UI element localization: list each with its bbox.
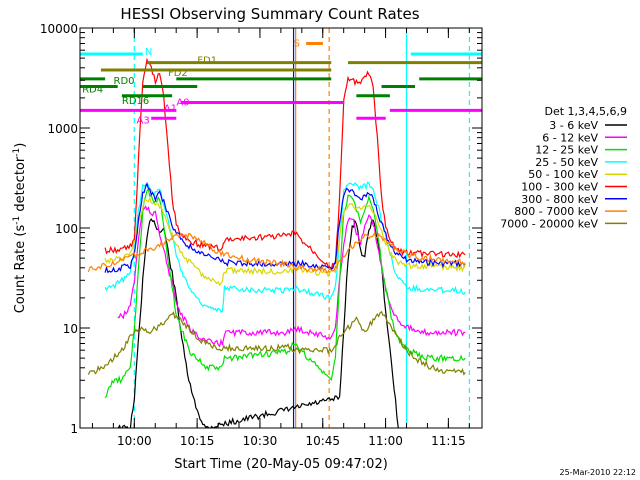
flag-label-6: RD16	[122, 96, 149, 107]
flag-label-4: RD0	[114, 76, 135, 87]
y-axis-label: Count Rate (s-1 detector-1)	[12, 143, 28, 314]
legend-label-6: 300 - 800 keV	[521, 193, 598, 206]
x-axis-label: Start Time (20-May-05 09:47:02)	[174, 457, 388, 472]
y-axis-label-mid: detector	[13, 156, 28, 216]
y-tick-label-3: 1000	[47, 122, 78, 136]
x-tick-label-0: 10:00	[117, 434, 152, 448]
footer-date: 25-Mar-2010 22:12	[560, 468, 637, 477]
flag-label-3: FD2	[168, 68, 188, 79]
legend-label-5: 100 - 300 keV	[521, 181, 598, 194]
flag-label-8: A1	[164, 103, 177, 114]
flag-label-0: N	[145, 47, 152, 58]
y-tick-label-2: 100	[55, 222, 78, 236]
x-tick-label-4: 11:00	[368, 434, 403, 448]
axis-ticks: 1 10 100 1000 10000 10:00 10:15 10:30 10:45 11:00…	[40, 22, 482, 448]
series-line-6	[104, 181, 466, 274]
y-tick-label-1: 10	[63, 322, 78, 336]
chart-title: HESSI Observing Summary Count Rates	[120, 5, 419, 23]
x-tick-label-5: 11:15	[431, 434, 466, 448]
legend-label-3: 25 - 50 keV	[535, 156, 598, 169]
legend-label-7: 800 - 7000 keV	[514, 205, 598, 218]
y-tick-label-4: 10000	[40, 22, 78, 36]
series-line-8	[87, 310, 466, 376]
plot-clip-group	[80, 28, 482, 428]
legend-label-8: 7000 - 20000 keV	[500, 217, 598, 230]
series-line-4	[104, 196, 466, 287]
y-axis-label-end: )	[13, 143, 28, 148]
x-tick-label-3: 10:45	[305, 434, 340, 448]
legend-title: Det 1,3,4,5,6,9	[544, 105, 627, 118]
legend-label-2: 12 - 25 keV	[535, 144, 598, 157]
y-axis-label-main: Count Rate (s	[13, 225, 28, 314]
y-tick-label-0: 1	[70, 422, 78, 436]
series-line-5	[104, 57, 466, 271]
series-line-3	[104, 181, 466, 313]
flag-label-1: S	[294, 38, 300, 49]
legend-label-1: 6 - 12 keV	[542, 131, 598, 144]
flag-label-9: A3	[137, 115, 150, 126]
legend-label-0: 3 - 6 keV	[549, 119, 598, 132]
flag-label-7: A0	[176, 97, 189, 108]
x-tick-label-1: 10:15	[180, 434, 215, 448]
flag-label-2: FD1	[197, 56, 217, 67]
legend-label-4: 50 - 100 keV	[528, 168, 598, 181]
x-tick-label-2: 10:30	[243, 434, 278, 448]
y-axis-label-sup2: -1	[12, 148, 22, 157]
series-line-2	[104, 187, 466, 399]
series-line-1	[117, 205, 466, 348]
y-axis-label-sup1: -1	[12, 216, 22, 225]
series-line-7	[87, 231, 466, 274]
series-line-0	[114, 218, 399, 428]
flag-label-5: RD4	[82, 85, 103, 96]
